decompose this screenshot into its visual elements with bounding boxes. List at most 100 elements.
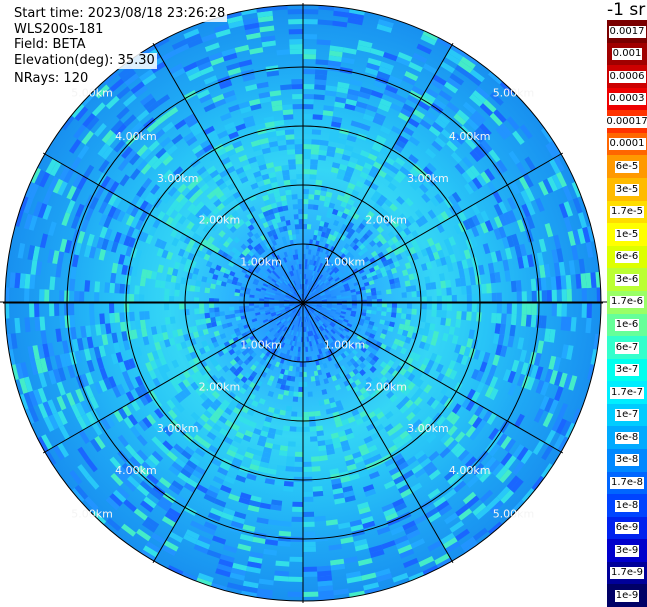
radar-cell	[367, 444, 378, 453]
radar-cell	[116, 210, 126, 223]
radar-cell	[283, 326, 288, 332]
radar-cell	[380, 375, 388, 384]
radar-cell	[448, 360, 457, 370]
radar-cell	[556, 418, 567, 435]
radar-cell	[398, 340, 405, 348]
radar-cell	[315, 250, 320, 257]
radar-cell	[341, 154, 351, 162]
radar-cell	[291, 84, 303, 90]
radar-cell	[412, 52, 428, 64]
radar-cell	[506, 235, 515, 248]
radar-cell	[295, 229, 300, 235]
radar-cell	[248, 420, 257, 429]
radar-cell	[305, 244, 310, 250]
radar-cell	[355, 417, 364, 426]
radar-cell	[233, 236, 241, 244]
radar-cell	[206, 191, 216, 200]
radar-cell	[450, 44, 466, 57]
radar-cell	[306, 264, 310, 270]
radar-cell	[232, 191, 241, 199]
radar-cell	[539, 395, 550, 411]
radar-cell	[270, 251, 276, 258]
radar-cell	[334, 268, 340, 274]
radar-cell	[129, 456, 142, 469]
radar-cell	[517, 337, 525, 350]
radar-cell	[445, 52, 461, 65]
radar-cell	[245, 337, 252, 344]
radar-cell	[333, 10, 349, 18]
radar-cell	[486, 496, 501, 511]
radar-cell	[365, 340, 372, 346]
radar-cell	[261, 341, 267, 347]
radar-cell	[533, 352, 542, 367]
radar-cell	[161, 516, 176, 528]
radar-cell	[177, 248, 186, 257]
radar-cell	[221, 156, 231, 166]
radar-cell	[233, 395, 241, 403]
radar-cell	[181, 571, 198, 583]
radar-cell	[434, 117, 448, 129]
radar-cell	[398, 323, 405, 330]
radar-cell	[400, 335, 407, 343]
radar-cell	[469, 114, 483, 127]
radar-cell	[208, 134, 220, 144]
radar-cell	[103, 191, 114, 204]
radar-cell	[254, 297, 260, 301]
radar-cell	[215, 316, 221, 322]
radar-cell	[264, 442, 274, 449]
radar-cell	[268, 171, 277, 179]
radar-cell	[168, 63, 184, 75]
radar-cell	[351, 305, 357, 309]
radar-cell	[249, 256, 256, 263]
radar-cell	[358, 243, 366, 251]
radar-cell	[269, 259, 275, 265]
range-ring-label: 4.00km	[115, 464, 157, 477]
radar-cell	[141, 461, 154, 474]
radar-cell	[303, 521, 315, 527]
radar-cell	[294, 456, 303, 462]
radar-cell	[314, 283, 319, 289]
radar-cell	[125, 149, 137, 162]
radar-cell	[553, 262, 561, 277]
radar-cell	[512, 444, 525, 459]
radar-cell	[425, 465, 438, 477]
radar-cell	[345, 187, 354, 195]
radar-cell	[305, 296, 310, 301]
radar-cell	[284, 129, 295, 135]
radar-cell	[395, 253, 403, 261]
radar-cell	[310, 294, 315, 299]
radar-cell	[152, 334, 160, 343]
radar-cell	[119, 312, 125, 323]
radar-cell	[338, 317, 345, 321]
radar-cell	[318, 154, 327, 161]
radar-cell	[213, 398, 222, 408]
radar-cell	[44, 289, 50, 303]
radar-cell	[341, 261, 347, 267]
radar-cell	[480, 171, 491, 184]
radar-cell	[386, 390, 395, 399]
radar-cell	[81, 130, 94, 145]
radar-cell	[451, 335, 459, 345]
radar-cell	[469, 428, 481, 441]
radar-cell	[55, 328, 62, 342]
radar-cell	[506, 303, 512, 314]
radar-cell	[315, 69, 328, 76]
radar-cell	[567, 230, 576, 246]
radar-cell	[334, 384, 342, 391]
radar-cell	[319, 320, 324, 325]
radar-cell	[399, 230, 407, 239]
radar-cell	[241, 332, 248, 338]
radar-cell	[393, 277, 400, 284]
radar-cell	[421, 296, 427, 303]
radar-cell	[200, 439, 211, 449]
radar-cell	[184, 446, 195, 456]
radar-cell	[304, 264, 308, 270]
radar-cell	[275, 311, 282, 315]
radar-cell	[218, 375, 226, 384]
radar-cell	[244, 22, 260, 31]
radar-cell	[32, 389, 43, 405]
radar-cell	[430, 337, 438, 346]
range-ring-label: 5.00km	[71, 86, 113, 99]
radar-cell	[315, 317, 320, 322]
radar-cell	[44, 356, 53, 372]
